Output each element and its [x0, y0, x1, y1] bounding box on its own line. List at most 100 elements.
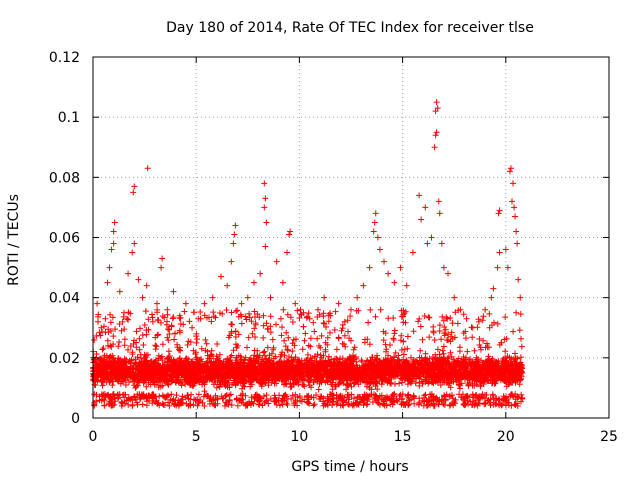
roti-point: [231, 231, 238, 238]
roti-point: [490, 285, 497, 292]
roti-point: [376, 246, 383, 253]
roti-point: [381, 258, 388, 265]
roti-point: [469, 324, 476, 331]
roti-point: [232, 222, 239, 229]
roti-point: [98, 324, 105, 331]
roti-point: [153, 300, 160, 307]
roti-point: [201, 300, 208, 307]
roti-point: [397, 264, 404, 271]
roti-point: [129, 249, 136, 256]
roti-point: [496, 207, 503, 214]
roti-point: [475, 318, 482, 325]
roti-point: [182, 300, 189, 307]
roti-point: [391, 279, 398, 286]
roti-point: [463, 315, 470, 322]
roti-point: [504, 264, 511, 271]
roti-point: [286, 231, 293, 238]
roti-point: [348, 306, 354, 313]
roti-point: [494, 264, 501, 271]
roti-point: [273, 258, 280, 265]
roti-point: [433, 129, 440, 136]
y-tick-label: 0.08: [49, 170, 80, 186]
roti-point: [457, 306, 464, 313]
roti-point: [424, 240, 431, 247]
x-tick-label: 15: [394, 429, 412, 445]
y-tick-label: 0.04: [49, 291, 80, 307]
chart-title: Day 180 of 2014, Rate Of TEC Index for r…: [166, 20, 534, 36]
roti-point: [321, 294, 328, 301]
x-axis-label: GPS time / hours: [291, 459, 408, 475]
roti-point: [263, 219, 270, 226]
roti-point: [445, 270, 452, 277]
roti-point: [230, 240, 237, 247]
roti-point: [371, 219, 378, 226]
roti-point: [287, 228, 294, 235]
roti-point: [512, 213, 519, 220]
y-axis-label: ROTI / TECUs: [6, 194, 22, 286]
roti-point: [104, 279, 111, 286]
x-tick-label: 5: [192, 429, 201, 445]
roti-point: [496, 249, 503, 256]
roti-point: [385, 270, 392, 277]
roti-point: [366, 264, 373, 271]
roti-points-dense: [90, 306, 526, 409]
roti-point: [131, 183, 138, 190]
y-tick-label: 0.1: [58, 110, 80, 126]
roti-point: [261, 180, 268, 187]
roti-point: [440, 264, 447, 271]
roti-point: [261, 204, 268, 211]
roti-point: [257, 270, 264, 277]
roti-point: [508, 198, 515, 205]
roti-point: [495, 210, 502, 217]
axis-layer: 0 5 10 15 20 25 0 0.02 0.04 0.06 0.08 0.1 0.12: [49, 50, 618, 445]
y-tick-label: 0: [71, 411, 80, 427]
roti-point: [111, 219, 118, 226]
roti-point: [238, 300, 245, 307]
roti-point: [488, 294, 495, 301]
x-tick-label: 10: [290, 429, 308, 445]
roti-point: [102, 315, 109, 322]
roti-point: [372, 210, 379, 217]
roti-point: [306, 315, 313, 322]
roti-point: [110, 228, 117, 235]
roti-point: [433, 99, 440, 106]
roti-point: [130, 189, 137, 196]
roti-point: [510, 180, 517, 187]
y-tick-label: 0.12: [49, 50, 80, 66]
roti-point: [135, 276, 142, 283]
roti-point: [432, 108, 439, 115]
roti-point: [482, 306, 489, 313]
roti-point: [125, 270, 132, 277]
roti-point: [110, 240, 117, 247]
roti-point: [354, 294, 361, 301]
roti-point: [262, 195, 269, 202]
roti-point: [158, 264, 165, 271]
roti-point: [341, 318, 348, 325]
roti-point: [451, 294, 458, 301]
roti-point: [164, 306, 171, 313]
roti-point: [284, 249, 291, 256]
roti-point: [170, 288, 177, 295]
y-tick-label: 0.06: [49, 231, 80, 247]
roti-point: [250, 279, 257, 286]
roti-point: [435, 198, 442, 205]
roti-point: [300, 309, 307, 316]
roti-point: [434, 105, 441, 112]
roti-point: [436, 210, 443, 217]
roti-point: [292, 300, 299, 307]
roti-point: [416, 192, 423, 199]
x-tick-label: 20: [497, 429, 515, 445]
roti-point: [511, 204, 518, 211]
roti-point: [144, 165, 151, 172]
x-tick-label: 25: [600, 429, 618, 445]
roti-point: [428, 234, 435, 241]
roti-point: [94, 300, 101, 307]
roti-point: [422, 204, 429, 211]
roti-point: [513, 228, 520, 235]
roti-point: [228, 258, 235, 265]
data-points-layer: [90, 99, 526, 409]
roti-point: [431, 144, 438, 151]
roti-point: [143, 282, 150, 289]
roti-point: [189, 324, 196, 331]
